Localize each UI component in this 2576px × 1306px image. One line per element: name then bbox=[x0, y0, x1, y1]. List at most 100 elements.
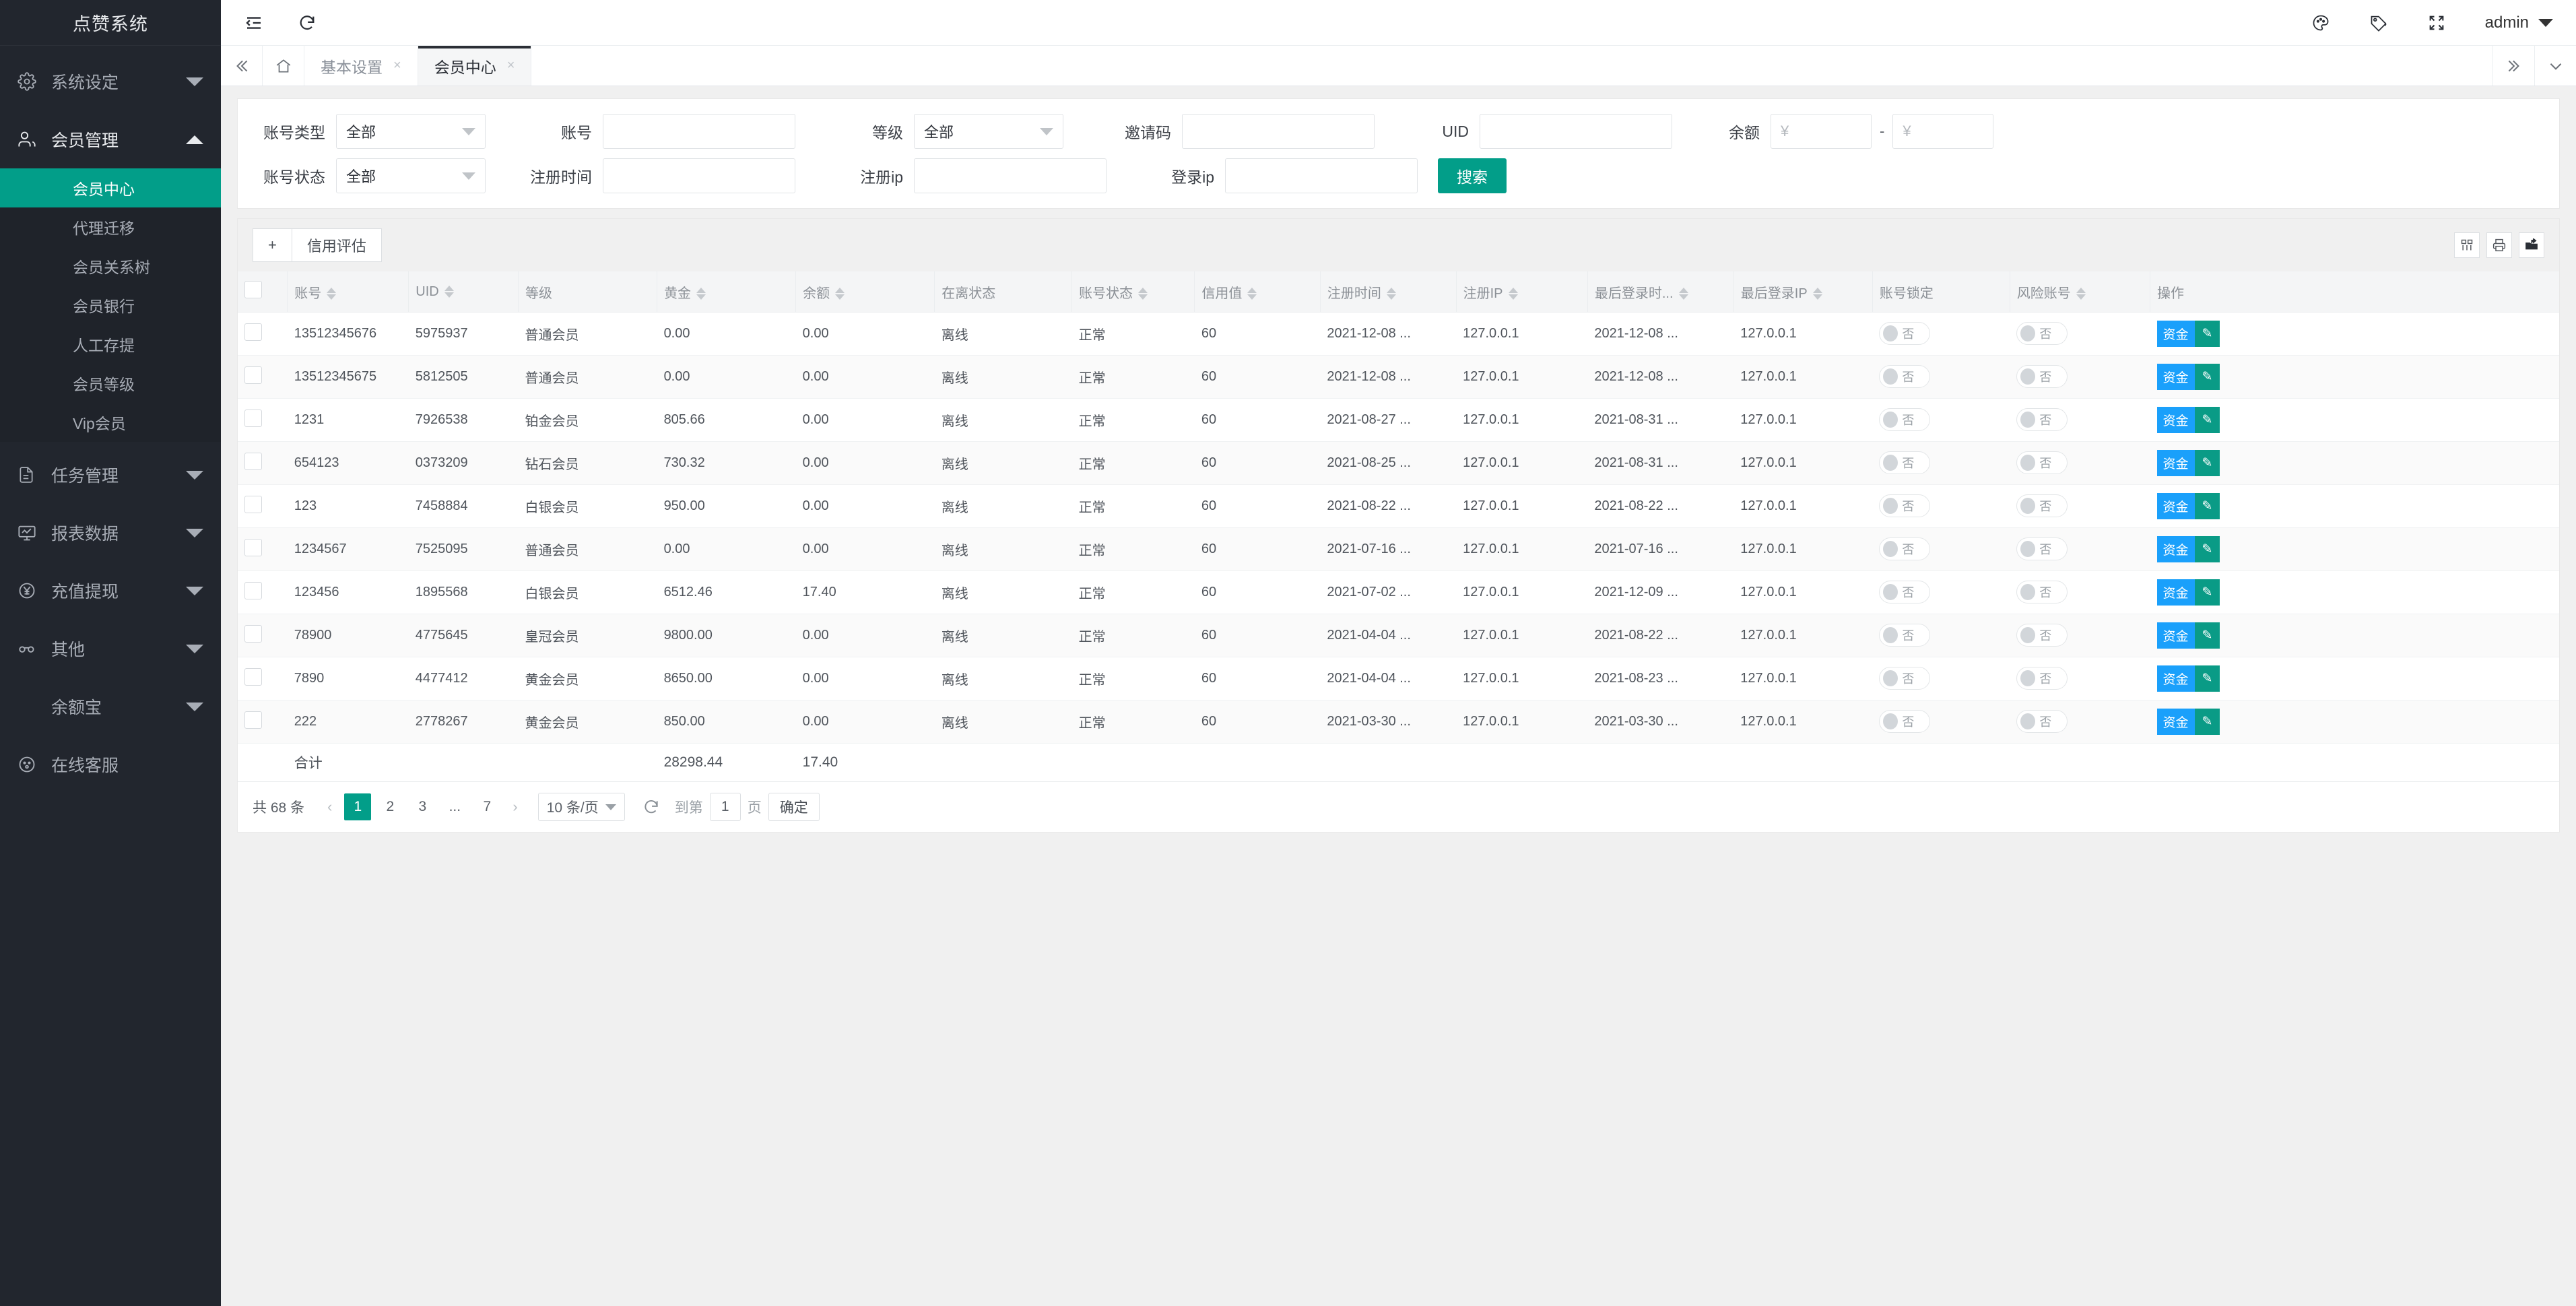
row-checkbox[interactable] bbox=[244, 452, 262, 470]
account-lock-toggle[interactable]: 否 bbox=[1879, 624, 1931, 647]
risk-account-toggle[interactable]: 否 bbox=[2016, 624, 2068, 647]
sort-icon[interactable] bbox=[1386, 288, 1396, 300]
register-time-input[interactable] bbox=[603, 158, 795, 193]
table-row[interactable]: 1231 7926538 铂金会员 805.66 0.00 离线 正常 60 2021-08-2… bbox=[238, 398, 2559, 442]
sidebar-item-manual-deposit[interactable]: 人工存提 bbox=[73, 337, 135, 354]
account-lock-toggle[interactable]: 否 bbox=[1879, 408, 1931, 431]
table-row[interactable]: 123456 1895568 白银会员 6512.46 17.40 离线 正常 60 2021-… bbox=[238, 570, 2559, 614]
palette-icon[interactable] bbox=[2311, 13, 2330, 32]
row-checkbox[interactable] bbox=[244, 409, 262, 427]
credit-evaluation-button[interactable]: 信用评估 bbox=[292, 228, 382, 262]
sidebar-item-agent-transfer[interactable]: 代理迁移 bbox=[73, 220, 135, 237]
row-checkbox[interactable] bbox=[244, 711, 262, 729]
sort-icon[interactable] bbox=[444, 286, 454, 298]
column-uid[interactable]: UID bbox=[408, 271, 519, 313]
fund-button[interactable]: 资金 bbox=[2156, 364, 2195, 390]
sidebar-item-member-center[interactable]: 会员中心 bbox=[0, 168, 221, 207]
page-number-1[interactable]: 1 bbox=[344, 793, 372, 820]
table-row[interactable]: 654123 0373209 钻石会员 730.32 0.00 离线 正常 60 2021-08… bbox=[238, 441, 2559, 485]
fund-button[interactable]: 资金 bbox=[2156, 709, 2195, 735]
table-row[interactable]: 7890 4477412 黄金会员 8650.00 0.00 离线 正常 60 2021-04-… bbox=[238, 657, 2559, 700]
table-row[interactable]: 123 7458884 白银会员 950.00 0.00 离线 正常 60 2021-08-22… bbox=[238, 484, 2559, 528]
sidebar-item-task-management[interactable]: 任务管理 bbox=[0, 446, 221, 504]
sidebar-item-online-service[interactable]: 在线客服 bbox=[0, 736, 221, 793]
edit-button[interactable]: ✎ bbox=[2194, 450, 2220, 476]
login-ip-input[interactable] bbox=[1225, 158, 1418, 193]
account-status-select[interactable]: 全部 bbox=[336, 158, 486, 193]
risk-account-toggle[interactable]: 否 bbox=[2016, 581, 2068, 603]
edit-button[interactable]: ✎ bbox=[2194, 622, 2220, 649]
sort-icon[interactable] bbox=[2076, 288, 2086, 300]
export-icon[interactable] bbox=[2519, 232, 2544, 258]
sidebar-item-vip-member[interactable]: Vip会员 bbox=[73, 415, 126, 432]
fund-button[interactable]: 资金 bbox=[2156, 493, 2195, 519]
table-row[interactable]: 13512345675 5812505 普通会员 0.00 0.00 离线 正常 60 2021… bbox=[238, 355, 2559, 399]
refresh-icon[interactable] bbox=[298, 13, 317, 32]
edit-button[interactable]: ✎ bbox=[2194, 665, 2220, 692]
edit-button[interactable]: ✎ bbox=[2194, 536, 2220, 562]
row-checkbox[interactable] bbox=[244, 323, 262, 341]
sidebar-item-others[interactable]: 其他 bbox=[0, 620, 221, 678]
sort-icon[interactable] bbox=[1138, 288, 1148, 300]
edit-button[interactable]: ✎ bbox=[2194, 493, 2220, 519]
refresh-icon[interactable] bbox=[642, 798, 660, 816]
sort-icon[interactable] bbox=[1508, 288, 1518, 300]
row-checkbox[interactable] bbox=[244, 538, 262, 556]
sidebar-item-member-level[interactable]: 会员等级 bbox=[73, 376, 135, 393]
account-lock-toggle[interactable]: 否 bbox=[1879, 451, 1931, 474]
column-account[interactable]: 账号 bbox=[287, 271, 409, 313]
edit-button[interactable]: ✎ bbox=[2194, 709, 2220, 735]
sort-icon[interactable] bbox=[1678, 288, 1688, 300]
column-register-ip[interactable]: 注册IP bbox=[1456, 271, 1588, 313]
fund-button[interactable]: 资金 bbox=[2156, 536, 2195, 562]
column-gold[interactable]: 黄金 bbox=[657, 271, 797, 313]
edit-button[interactable]: ✎ bbox=[2194, 579, 2220, 606]
register-ip-input[interactable] bbox=[914, 158, 1107, 193]
page-number-7[interactable]: 7 bbox=[483, 799, 492, 814]
fund-button[interactable]: 资金 bbox=[2156, 665, 2195, 692]
tab-member-center[interactable]: 会员中心 × bbox=[418, 46, 532, 86]
risk-account-toggle[interactable]: 否 bbox=[2016, 451, 2068, 474]
fund-button[interactable]: 资金 bbox=[2156, 321, 2195, 347]
column-last-login-time[interactable]: 最后登录时... bbox=[1587, 271, 1734, 313]
page-number-2[interactable]: 2 bbox=[386, 799, 395, 814]
risk-account-toggle[interactable]: 否 bbox=[2016, 322, 2068, 345]
balance-max-input[interactable]: ¥ bbox=[1892, 114, 1994, 149]
row-checkbox[interactable] bbox=[244, 366, 262, 384]
user-menu[interactable]: admin bbox=[2485, 13, 2553, 32]
close-icon[interactable]: × bbox=[506, 58, 515, 73]
risk-account-toggle[interactable]: 否 bbox=[2016, 537, 2068, 560]
fund-button[interactable]: 资金 bbox=[2156, 579, 2195, 606]
row-checkbox[interactable] bbox=[244, 624, 262, 643]
table-row[interactable]: 78900 4775645 皇冠会员 9800.00 0.00 离线 正常 60 2021-04… bbox=[238, 614, 2559, 657]
page-size-select[interactable]: 10 条/页 bbox=[537, 793, 625, 821]
sidebar-item-system-settings[interactable]: 系统设定 bbox=[0, 53, 221, 110]
risk-account-toggle[interactable]: 否 bbox=[2016, 494, 2068, 517]
account-type-select[interactable]: 全部 bbox=[336, 114, 486, 149]
edit-button[interactable]: ✎ bbox=[2194, 321, 2220, 347]
table-row[interactable]: 222 2778267 黄金会员 850.00 0.00 离线 正常 60 2021-03-30… bbox=[238, 700, 2559, 744]
fund-button[interactable]: 资金 bbox=[2156, 407, 2195, 433]
invite-code-input[interactable] bbox=[1182, 114, 1375, 149]
sidebar-item-member-bank[interactable]: 会员银行 bbox=[73, 298, 135, 315]
balance-min-input[interactable]: ¥ bbox=[1771, 114, 1872, 149]
columns-icon[interactable] bbox=[2454, 232, 2480, 258]
prev-page-button[interactable]: ‹ bbox=[327, 798, 333, 815]
menu-fold-icon[interactable] bbox=[244, 13, 264, 33]
account-lock-toggle[interactable]: 否 bbox=[1879, 667, 1931, 690]
close-icon[interactable]: × bbox=[393, 58, 401, 73]
home-icon[interactable] bbox=[263, 46, 304, 86]
fund-button[interactable]: 资金 bbox=[2156, 450, 2195, 476]
sort-icon[interactable] bbox=[835, 288, 845, 300]
column-account-status[interactable]: 账号状态 bbox=[1071, 271, 1195, 313]
row-checkbox[interactable] bbox=[244, 667, 262, 686]
account-lock-toggle[interactable]: 否 bbox=[1879, 494, 1931, 517]
select-all-checkbox[interactable] bbox=[244, 281, 262, 298]
table-row[interactable]: 1234567 7525095 普通会员 0.00 0.00 离线 正常 60 2021-07-… bbox=[238, 527, 2559, 571]
search-button[interactable]: 搜索 bbox=[1438, 158, 1507, 193]
sort-icon[interactable] bbox=[1247, 288, 1257, 300]
risk-account-toggle[interactable]: 否 bbox=[2016, 365, 2068, 388]
sort-icon[interactable] bbox=[327, 288, 337, 300]
column-last-login-ip[interactable]: 最后登录IP bbox=[1733, 271, 1873, 313]
level-select[interactable]: 全部 bbox=[914, 114, 1063, 149]
